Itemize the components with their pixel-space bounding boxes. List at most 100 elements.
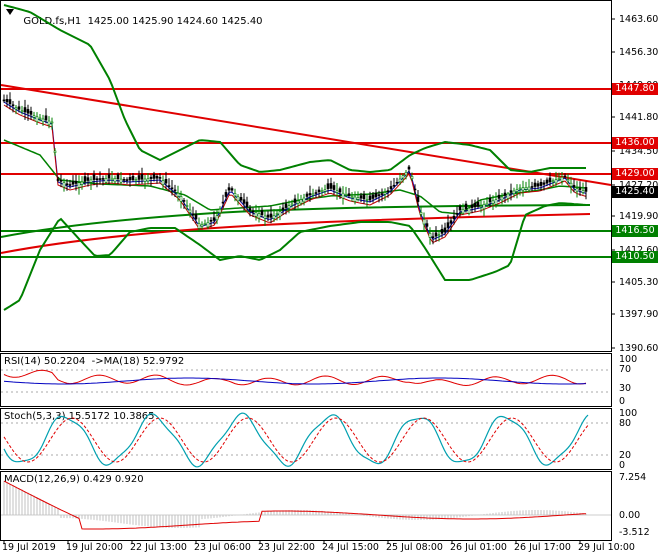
candle-body <box>59 180 63 182</box>
support-badge: 1416.50 <box>612 225 658 237</box>
candle-body <box>245 201 249 207</box>
candle-body <box>71 181 75 185</box>
candle-body <box>227 187 231 191</box>
rsi-label: RSI(14) 50.2204 ->MA(18) 52.9792 <box>4 356 185 367</box>
candle-body <box>449 220 453 224</box>
stoch-signal-line <box>3 417 589 463</box>
candle-body <box>155 175 159 179</box>
candle-body <box>506 193 510 199</box>
stoch-tick: 80 <box>619 418 632 429</box>
candle-body <box>344 194 348 196</box>
candle-body <box>161 180 165 185</box>
candle-body <box>380 193 384 195</box>
candle-body <box>281 207 285 210</box>
resistance-badge: 1447.80 <box>612 83 658 95</box>
candle-body <box>179 196 183 202</box>
candle-body <box>5 99 9 103</box>
candle-body <box>80 181 84 185</box>
candle-body <box>518 187 522 190</box>
candle-body <box>176 193 180 197</box>
candle-body <box>338 188 342 193</box>
candle-body <box>44 115 48 121</box>
resistance-badge: 1429.00 <box>612 168 658 180</box>
candle-body <box>221 201 225 204</box>
time-tick: 23 Jul 22:00 <box>258 542 315 553</box>
candle-body <box>107 174 111 179</box>
candle-body <box>146 178 150 182</box>
candle-body <box>302 197 306 203</box>
candle-body <box>248 208 252 211</box>
candle-body <box>332 185 336 190</box>
fast-ma-line <box>3 101 587 241</box>
price-tick: 1456.30 <box>619 47 659 58</box>
candle-body <box>362 194 366 200</box>
candle-body <box>437 234 441 237</box>
candle-body <box>62 182 66 188</box>
time-tick: 29 Jul 10:00 <box>578 542 635 553</box>
candle-body <box>230 188 234 191</box>
candle-body <box>530 186 534 188</box>
price-tick: 1390.60 <box>619 343 659 354</box>
candle-body <box>554 179 558 184</box>
rsi-panel[interactable] <box>0 353 612 407</box>
candle-body <box>335 190 339 193</box>
candle-body <box>233 193 237 197</box>
candle-body <box>440 228 444 234</box>
macd-tick: 7.254 <box>619 472 647 483</box>
candle-body <box>431 236 435 238</box>
collapse-triangle-icon[interactable] <box>6 9 14 15</box>
rsi-tick: 30 <box>619 383 632 394</box>
candle-body <box>410 176 414 179</box>
candle-body <box>527 186 531 191</box>
candle-body <box>569 182 573 187</box>
candle-body <box>470 204 474 208</box>
candle-body <box>371 194 375 199</box>
candle-body <box>203 223 207 225</box>
candle-body <box>23 107 27 113</box>
candle-body <box>197 223 201 229</box>
time-tick: 22 Jul 13:00 <box>130 542 187 553</box>
candle-body <box>200 224 204 227</box>
candle-body <box>68 184 72 186</box>
candle-body <box>218 209 222 213</box>
candle-body <box>404 172 408 176</box>
candle-body <box>401 175 405 179</box>
candle-body <box>326 183 330 189</box>
symbol-info: GOLD.fs,H1 1425.00 1425.90 1424.60 1425.… <box>17 5 262 27</box>
candle-body <box>500 196 504 201</box>
candle-body <box>398 178 402 183</box>
candle-body <box>386 190 390 192</box>
candle-body <box>212 217 216 221</box>
candle-body <box>278 211 282 217</box>
candle-body <box>395 181 399 184</box>
candle-body <box>458 206 462 211</box>
candle-body <box>47 120 51 126</box>
stochastic-label: Stoch(5,3,3) 15.5172 10.3865 <box>4 411 155 422</box>
macd-tick: 0.00 <box>619 510 641 521</box>
candle-body <box>290 203 294 206</box>
candle-body <box>548 177 552 183</box>
candle-body <box>551 180 555 183</box>
candle-body <box>194 214 198 220</box>
candle-body <box>323 189 327 192</box>
candle-body <box>455 213 459 215</box>
candle-body <box>29 110 33 115</box>
support-badge: 1410.50 <box>612 251 658 263</box>
time-tick: 19 Jul 2019 <box>2 542 56 553</box>
candle-body <box>182 200 186 202</box>
candle-body <box>239 197 243 201</box>
candle-body <box>461 209 465 214</box>
candle-body <box>209 219 213 222</box>
candle-body <box>446 222 450 228</box>
candle-body <box>266 214 270 218</box>
macd-tick: -3.512 <box>619 527 650 538</box>
time-tick: 25 Jul 08:00 <box>386 542 443 553</box>
rsi-tick: 70 <box>619 364 632 375</box>
candle-body <box>242 199 246 204</box>
price-tick: 1441.80 <box>619 112 659 123</box>
price-chart-panel[interactable] <box>0 0 612 352</box>
candle-body <box>299 199 303 204</box>
candle-body <box>119 178 123 183</box>
candle-body <box>89 179 93 183</box>
candle-body <box>578 188 582 190</box>
